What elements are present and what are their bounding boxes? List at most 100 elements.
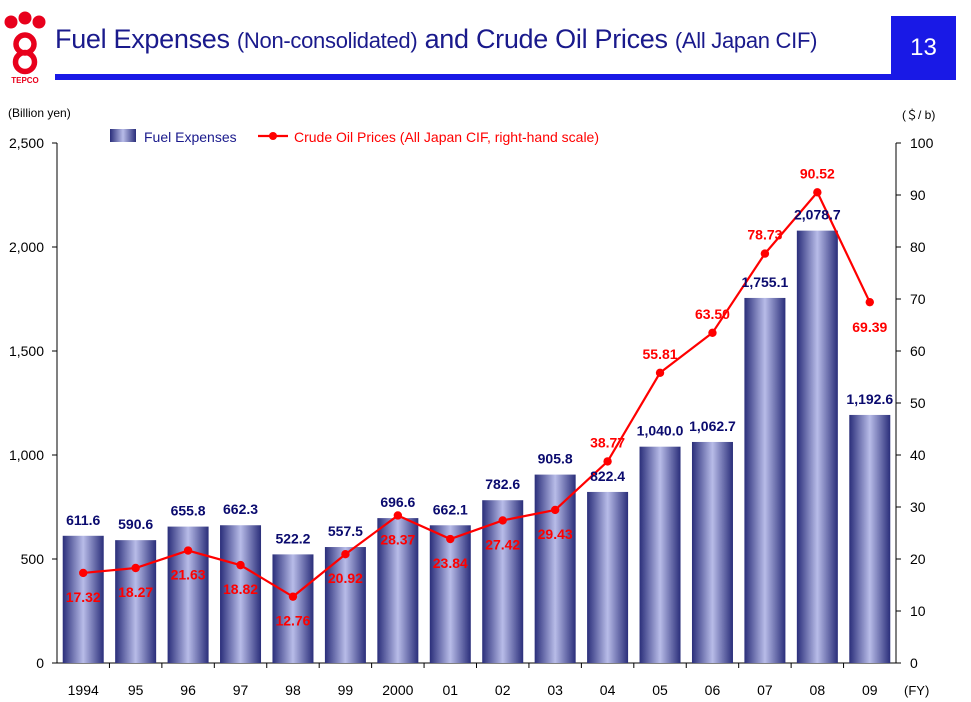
x-axis-tick-label: 1994	[68, 682, 99, 698]
right-axis-tick-label: 70	[910, 291, 926, 307]
crude-oil-point	[446, 534, 455, 544]
fuel-expense-label: 822.4	[590, 468, 625, 484]
fuel-expense-label: 590.6	[118, 516, 153, 532]
fuel-expense-label: 655.8	[171, 503, 206, 519]
right-axis-unit: (＄/ b)	[902, 108, 936, 122]
crude-oil-label: 21.63	[171, 567, 206, 583]
fuel-expense-label: 1,040.0	[637, 423, 684, 439]
crude-oil-point	[603, 457, 612, 466]
fuel-expense-label: 1,062.7	[689, 418, 736, 434]
fuel-expense-bar	[639, 446, 681, 663]
x-axis-tick-label: 95	[128, 682, 144, 698]
x-axis-tick-label: 04	[600, 682, 616, 698]
right-axis-tick-label: 100	[910, 135, 934, 151]
right-axis-tick-label: 60	[910, 343, 926, 359]
fuel-expense-label: 696.6	[380, 494, 415, 510]
fuel-expense-label: 662.1	[433, 501, 468, 517]
crude-oil-point	[550, 505, 560, 515]
crude-oil-point	[813, 188, 822, 197]
fuel-expense-label: 557.5	[328, 523, 363, 539]
x-axis-tick-label: 99	[338, 682, 354, 698]
right-axis-tick-label: 80	[910, 239, 926, 255]
right-axis-tick-label: 30	[910, 499, 926, 515]
slide-header: TEPCO Fuel Expenses (Non-consolidated) a…	[0, 0, 971, 90]
x-axis-tick-label: 02	[495, 682, 511, 698]
fuel-expense-label: 611.6	[66, 512, 100, 528]
crude-oil-point	[288, 592, 298, 601]
crude-oil-point	[79, 568, 88, 578]
x-axis-tick-label: 07	[757, 682, 773, 698]
fuel-expense-label: 2,078.7	[794, 207, 841, 223]
fuel-expense-label: 905.8	[538, 451, 573, 467]
crude-oil-point	[865, 297, 874, 307]
title-part-4: (All Japan CIF)	[674, 28, 818, 53]
x-axis-tick-label: 09	[862, 682, 878, 698]
fuel-expense-bar	[62, 535, 104, 663]
crude-oil-point	[655, 368, 665, 377]
x-axis-tick-label: 06	[705, 682, 721, 698]
x-axis-tick-label: 03	[547, 682, 563, 698]
crude-oil-label: 18.27	[118, 584, 153, 600]
fuel-expense-label: 1,192.6	[846, 391, 893, 407]
crude-oil-label: 17.32	[66, 589, 101, 605]
crude-oil-label: 28.37	[380, 531, 415, 547]
crude-oil-label: 23.84	[433, 555, 468, 571]
crude-oil-point	[760, 249, 770, 258]
title-part-2: (Non-consolidated)	[236, 28, 418, 53]
fuel-expense-bar	[534, 474, 576, 663]
left-axis-tick-label: 1,000	[9, 447, 44, 463]
title-underline-bar	[55, 74, 891, 80]
fuel-expense-bar	[587, 491, 629, 663]
legend-line-marker	[269, 132, 277, 140]
crude-oil-line	[83, 190, 871, 598]
left-axis-tick-label: 500	[21, 551, 45, 567]
fuel-expense-bar	[796, 230, 838, 663]
tepco-logo: TEPCO	[4, 11, 46, 85]
crude-oil-label: 12.76	[275, 613, 310, 629]
fuel-expense-bar	[849, 414, 891, 663]
x-axis-tick-label: 05	[652, 682, 668, 698]
crude-oil-label: 55.81	[643, 346, 678, 362]
x-axis-tick-label: 2000	[382, 682, 413, 698]
crude-oil-label: 29.43	[538, 526, 573, 542]
crude-oil-point	[498, 516, 507, 525]
fuel-expense-bar	[220, 525, 262, 663]
left-axis-tick-label: 0	[36, 655, 44, 671]
crude-oil-label: 27.42	[485, 536, 520, 552]
right-axis-tick-label: 40	[910, 447, 926, 463]
fuel-expense-bar	[744, 297, 786, 663]
left-axis-tick-label: 2,000	[9, 239, 44, 255]
page-title: Fuel Expenses (Non-consolidated) and Cru…	[55, 24, 817, 55]
fuel-expense-bar	[429, 525, 471, 663]
legend-line-label: Crude Oil Prices (All Japan CIF, right-h…	[294, 129, 599, 145]
fuel-expense-bar	[482, 500, 524, 663]
fuel-expense-label: 662.3	[223, 501, 258, 517]
logo-text: TEPCO	[11, 76, 39, 85]
legend-bar-label: Fuel Expenses	[144, 129, 237, 145]
title-part-3: and Crude Oil Prices	[417, 24, 675, 54]
left-axis-tick-label: 2,500	[9, 135, 44, 151]
crude-oil-point	[131, 563, 140, 573]
legend-bar-swatch	[110, 129, 136, 142]
right-axis-tick-label: 0	[910, 655, 918, 671]
fuel-expense-bar	[691, 441, 733, 663]
crude-oil-label: 90.52	[800, 165, 835, 181]
crude-oil-label: 20.92	[328, 570, 363, 586]
x-axis-suffix: (FY)	[904, 683, 929, 698]
fuel-expense-bar	[272, 554, 314, 663]
x-axis-tick-label: 08	[810, 682, 826, 698]
crude-oil-label: 78.73	[747, 227, 782, 243]
crude-oil-label: 69.39	[852, 319, 887, 335]
title-part-1: Fuel Expenses	[55, 24, 237, 54]
x-axis-tick-label: 01	[442, 682, 458, 698]
crude-oil-label: 63.50	[695, 306, 730, 322]
crude-oil-point	[341, 550, 350, 559]
x-axis-tick-label: 98	[285, 682, 301, 698]
crude-oil-point	[236, 560, 245, 570]
right-axis-tick-label: 90	[910, 187, 926, 203]
left-axis-tick-label: 1,500	[9, 343, 44, 359]
right-axis-tick-label: 10	[910, 603, 926, 619]
fuel-expense-label: 522.2	[275, 530, 310, 546]
fuel-expense-label: 1,755.1	[742, 274, 789, 290]
